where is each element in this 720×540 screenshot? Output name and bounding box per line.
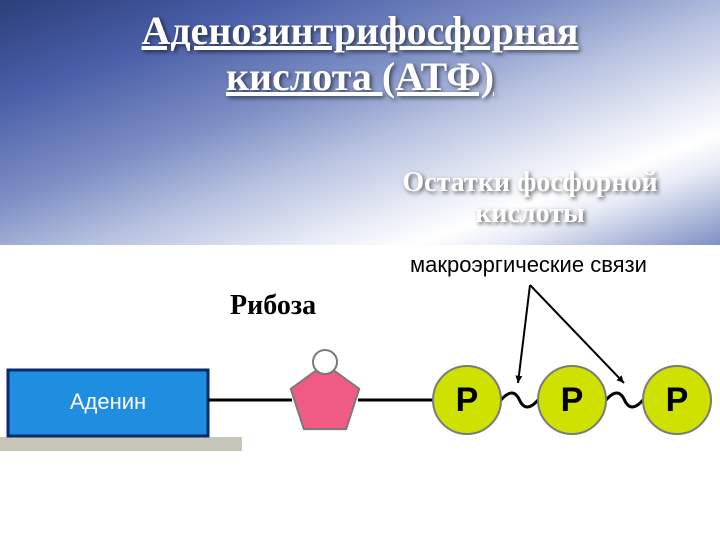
subtitle-line1: Остатки фосфорной bbox=[402, 167, 657, 198]
svg-text:P: P bbox=[666, 381, 689, 419]
atp-diagram: Аденин P P P bbox=[0, 245, 720, 475]
slide-title: Аденозинтрифосфорная кислота (АТФ) bbox=[0, 8, 720, 100]
subtitle: Остатки фосфорной кислоты bbox=[360, 168, 700, 230]
subtitle-line2: кислоты bbox=[475, 198, 585, 229]
svg-text:Аденин: Аденин bbox=[70, 389, 146, 414]
title-line1: Аденозинтрифосфорная bbox=[141, 8, 578, 53]
title-line2: кислота (АТФ) bbox=[226, 54, 494, 99]
svg-text:P: P bbox=[456, 381, 479, 419]
svg-text:P: P bbox=[561, 381, 584, 419]
slide: Аденозинтрифосфорная кислота (АТФ) Остат… bbox=[0, 0, 720, 540]
